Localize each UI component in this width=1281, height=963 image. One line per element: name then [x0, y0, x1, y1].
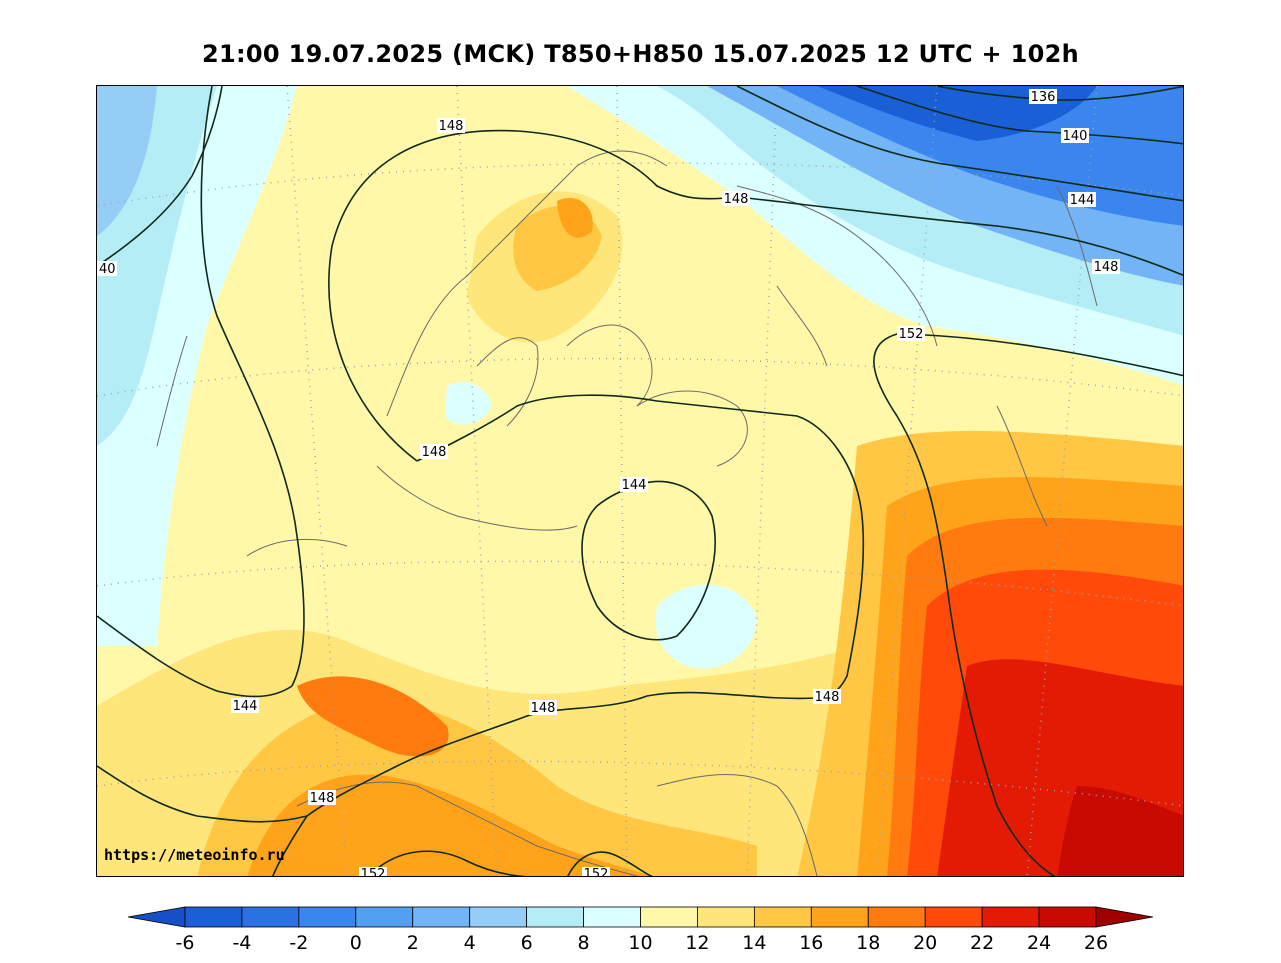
svg-text:148: 148: [1094, 260, 1119, 275]
label-148-ne: 148: [1092, 259, 1120, 275]
label-148-east-mid: 148: [813, 689, 841, 705]
northeast-cold-deep: [777, 86, 1183, 226]
contour-148-north: [328, 129, 1183, 462]
svg-text:148: 148: [310, 791, 335, 806]
northeast-cold-core: [817, 86, 1097, 141]
contour-labels: 136 140 144 148 148 152 148 148 144 148 …: [97, 89, 1120, 877]
svg-text:148: 148: [422, 445, 447, 460]
colorbar-tick-label: 4: [464, 932, 476, 954]
map-panel: 136 140 144 148 148 152 148 148 144 148 …: [96, 85, 1184, 877]
colorbar-over-arrow: [1095, 906, 1154, 928]
west-cold-deep: [97, 86, 157, 236]
label-136: 136: [1029, 89, 1057, 105]
svg-text:140: 140: [1063, 129, 1088, 144]
colorbar-tick-label: 6: [521, 932, 533, 954]
contour-152-south: [367, 850, 527, 876]
label-148-baltic: 148: [420, 444, 448, 460]
colorbar-cell: [469, 906, 528, 928]
label-40-west: 40: [97, 261, 117, 277]
colorbar-tick-label: 22: [970, 932, 994, 954]
svg-text:152: 152: [899, 327, 924, 342]
svg-text:144: 144: [622, 478, 647, 493]
colorbar-tick-label: 20: [913, 932, 937, 954]
label-148-north: 148: [722, 191, 750, 207]
colorbar-cell: [640, 906, 698, 928]
graticule: [97, 86, 1183, 876]
label-152-south-b: 152: [582, 867, 610, 877]
east-extreme: [1057, 786, 1183, 876]
contour-144-south-west: [97, 615, 293, 698]
colorbar-tick-label: 2: [407, 932, 419, 954]
colorbar-cell: [981, 906, 1040, 928]
colorbar-tick-label: 8: [578, 932, 590, 954]
label-152-south-a: 152: [359, 867, 387, 877]
svg-text:144: 144: [233, 699, 258, 714]
svg-text:148: 148: [531, 701, 556, 716]
colorbar-tick-label: -6: [176, 932, 195, 954]
colorbar-cell: [526, 906, 584, 928]
colorbar-cell: [810, 906, 869, 928]
colorbar-tick-label: 24: [1027, 932, 1051, 954]
label-144-ne: 144: [1068, 192, 1096, 208]
colorbar-cell: [924, 906, 983, 928]
colorbar-tick-label: -2: [289, 932, 308, 954]
colorbar-tick-label: 18: [856, 932, 880, 954]
colorbar-cell: [1038, 906, 1097, 928]
baltic-cold-pocket: [445, 382, 492, 425]
temperature-map: 136 140 144 148 148 152 148 148 144 148 …: [97, 86, 1183, 877]
label-152-east: 152: [897, 326, 925, 342]
source-url: https://meteoinfo.ru: [104, 846, 285, 864]
svg-text:40: 40: [99, 262, 116, 277]
contour-148-southwest: [97, 765, 308, 823]
colorbar-ticks: -6 -4 -2 0 2 4 6 8 10 12 14 16 18 20 22 24 26: [176, 932, 1109, 954]
contour-152-south2: [567, 851, 654, 876]
colorbar: -6 -4 -2 0 2 4 6 8 10 12 14 16 18 20 22 24 26: [127, 906, 1154, 954]
label-140: 140: [1061, 128, 1089, 144]
colorbar-tick-label: 14: [742, 932, 766, 954]
label-144-central: 144: [620, 477, 648, 493]
colorbar-under-arrow: [127, 906, 186, 928]
svg-text:152: 152: [584, 867, 609, 877]
label-148-sw: 148: [308, 790, 336, 806]
colorbar-cell: [184, 906, 243, 928]
colorbar-tick-label: 12: [685, 932, 709, 954]
contour-152-east: [873, 333, 1183, 876]
colorbar-cell: [697, 906, 755, 928]
contour-140-west: [97, 86, 223, 267]
contour-148-ring-west: [200, 86, 305, 687]
colorbar-tick-label: 26: [1084, 932, 1108, 954]
colorbar-cell: [298, 906, 357, 928]
colorbar-cell: [241, 906, 300, 928]
contour-144-ne: [736, 86, 1183, 202]
svg-text:148: 148: [724, 192, 749, 207]
colorbar-cells: [127, 906, 1154, 928]
south-hot-core: [297, 676, 449, 757]
svg-text:136: 136: [1031, 90, 1056, 105]
label-148-top: 148: [437, 118, 465, 134]
svg-text:152: 152: [361, 867, 386, 877]
svg-text:148: 148: [815, 690, 840, 705]
colorbar-tick-label: 16: [799, 932, 823, 954]
colorbar-cell: [355, 906, 414, 928]
contour-140-ne: [856, 86, 1183, 145]
map-title: 21:00 19.07.2025 (MCK) T850+H850 15.07.2…: [202, 40, 1079, 68]
contour-144-closed: [581, 480, 716, 641]
colorbar-tick-label: 10: [628, 932, 652, 954]
colorbar-tick-label: 0: [350, 932, 362, 954]
colorbar-cell: [753, 906, 812, 928]
colorbar-cell: [583, 906, 641, 928]
colorbar-tick-label: -4: [232, 932, 251, 954]
colorbar-cell: [412, 906, 471, 928]
svg-text:144: 144: [1070, 193, 1095, 208]
svg-text:148: 148: [439, 119, 464, 134]
central-cold-pocket: [655, 584, 757, 669]
label-144-west: 144: [231, 698, 259, 714]
colorbar-cell: [867, 906, 926, 928]
scandinavia-hot-spot: [557, 197, 593, 238]
label-148-south-mid: 148: [529, 700, 557, 716]
